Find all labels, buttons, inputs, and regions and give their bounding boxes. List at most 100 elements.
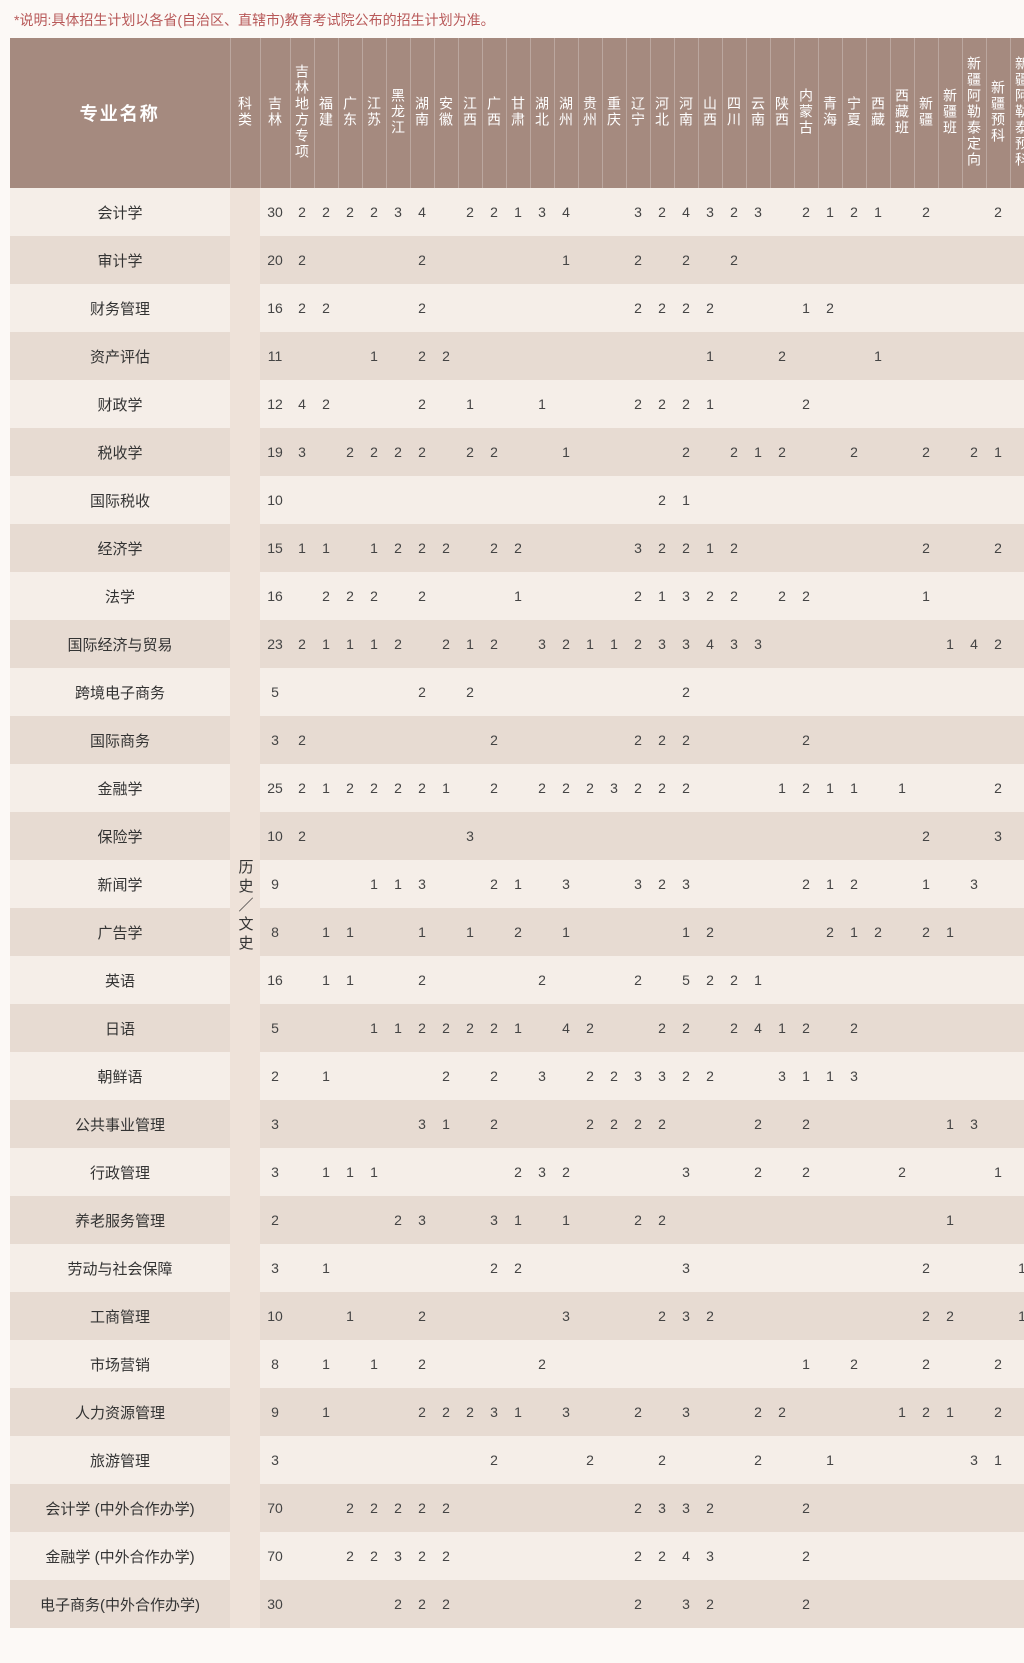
cell-value [794, 620, 818, 668]
cell-value: 3 [626, 524, 650, 572]
table-row: 英语16112225221 [10, 956, 1024, 1004]
cell-value [746, 572, 770, 620]
cell-value [962, 1196, 986, 1244]
cell-value: 1 [506, 572, 530, 620]
cell-value [458, 236, 482, 284]
table-row: 朝鲜语212232233223113 [10, 1052, 1024, 1100]
cell-value [818, 1532, 842, 1580]
cell-value [746, 1244, 770, 1292]
cell-value [722, 1244, 746, 1292]
cell-value [890, 1052, 914, 1100]
cell-value [866, 764, 890, 812]
cell-major: 日语 [10, 1004, 230, 1052]
cell-value: 4 [410, 188, 434, 236]
cell-value [602, 1484, 626, 1532]
cell-value: 1 [386, 860, 410, 908]
cell-value: 11 [260, 332, 290, 380]
cell-value: 2 [746, 1388, 770, 1436]
cell-value [794, 236, 818, 284]
cell-value: 2 [914, 428, 938, 476]
cell-value [434, 1340, 458, 1388]
cell-value: 2 [746, 1436, 770, 1484]
cell-value [482, 1484, 506, 1532]
cell-value [1010, 1340, 1024, 1388]
cell-value [554, 1340, 578, 1388]
cell-value [290, 1100, 314, 1148]
cell-value [746, 764, 770, 812]
cell-value [890, 1292, 914, 1340]
cell-value: 2 [338, 188, 362, 236]
cell-value [482, 332, 506, 380]
cell-value [866, 1004, 890, 1052]
cell-value: 1 [434, 1100, 458, 1148]
cell-value [434, 908, 458, 956]
cell-value [746, 476, 770, 524]
col-province: 福建 [314, 38, 338, 188]
cell-value: 2 [674, 284, 698, 332]
cell-value: 3 [530, 188, 554, 236]
cell-value: 2 [674, 668, 698, 716]
cell-value [362, 1388, 386, 1436]
cell-value [890, 524, 914, 572]
cell-value: 3 [386, 1532, 410, 1580]
cell-value [554, 716, 578, 764]
cell-value: 2 [674, 716, 698, 764]
cell-value: 2 [626, 764, 650, 812]
cell-value [962, 188, 986, 236]
cell-value: 2 [650, 188, 674, 236]
cell-value [434, 860, 458, 908]
cell-value: 1 [314, 1148, 338, 1196]
province-label: 辽宁 [628, 96, 648, 128]
cell-value: 2 [698, 908, 722, 956]
cell-value [746, 1196, 770, 1244]
cell-value [578, 1532, 602, 1580]
cell-value: 2 [986, 524, 1010, 572]
cell-value [1010, 284, 1024, 332]
cell-value [338, 524, 362, 572]
cell-value [578, 1580, 602, 1628]
cell-value [362, 1292, 386, 1340]
cell-value [530, 1244, 554, 1292]
cell-value [578, 1148, 602, 1196]
cell-value [890, 1004, 914, 1052]
cell-value: 2 [530, 764, 554, 812]
table-row: 国际商务3222222 [10, 716, 1024, 764]
cell-value [866, 236, 890, 284]
cell-value [962, 956, 986, 1004]
cell-value: 3 [482, 1388, 506, 1436]
cell-value: 2 [770, 428, 794, 476]
cell-value [338, 716, 362, 764]
cell-value: 3 [674, 1292, 698, 1340]
cell-value: 1 [362, 332, 386, 380]
table-row: 劳动与社会保障3122321 [10, 1244, 1024, 1292]
cell-major: 金融学 [10, 764, 230, 812]
cell-value [818, 956, 842, 1004]
cell-value: 2 [314, 572, 338, 620]
cell-value: 70 [260, 1532, 290, 1580]
cell-value [914, 1196, 938, 1244]
cell-value [1010, 1532, 1024, 1580]
cell-value [602, 428, 626, 476]
cell-value [602, 284, 626, 332]
cell-value: 2 [410, 1004, 434, 1052]
cell-value [746, 524, 770, 572]
province-label: 江西 [460, 96, 480, 128]
cell-value [314, 1004, 338, 1052]
cell-value: 1 [602, 620, 626, 668]
cell-value: 3 [674, 620, 698, 668]
cell-value [770, 812, 794, 860]
cell-value [434, 1292, 458, 1340]
cell-value [770, 716, 794, 764]
cell-value [602, 1148, 626, 1196]
cell-value: 2 [650, 476, 674, 524]
col-province: 宁夏 [842, 38, 866, 188]
cell-value [1010, 1484, 1024, 1532]
cell-value [314, 1580, 338, 1628]
cell-major: 新闻学 [10, 860, 230, 908]
cell-value: 2 [314, 188, 338, 236]
cell-value [602, 524, 626, 572]
cell-value [362, 380, 386, 428]
cell-value [650, 236, 674, 284]
category-label: 历史／文史 [235, 859, 256, 954]
cell-value [794, 908, 818, 956]
